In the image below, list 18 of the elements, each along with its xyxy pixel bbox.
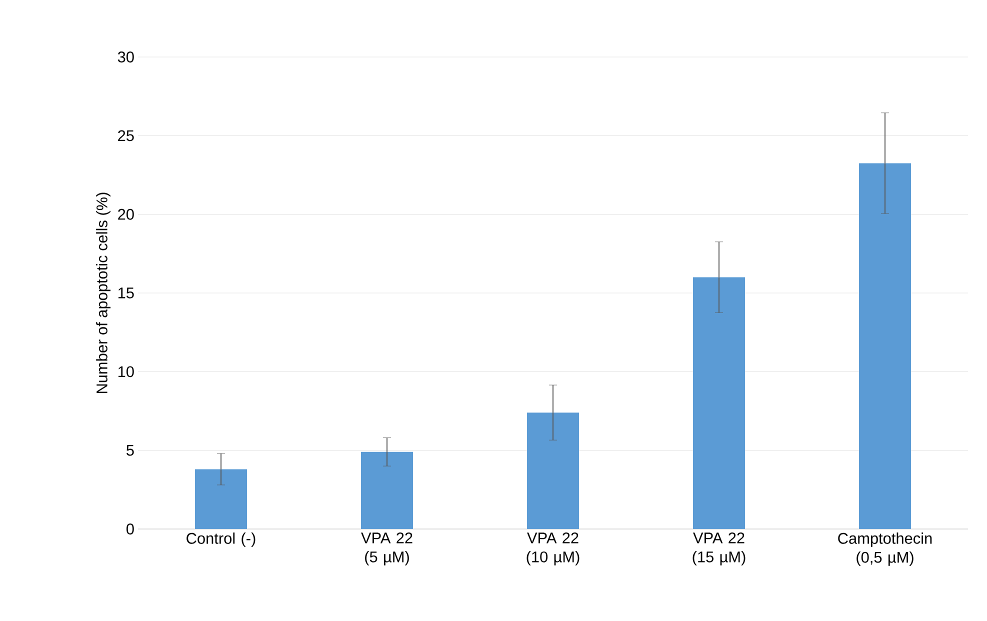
x-tick-label: VPA 22 (15 µM) [692,532,746,566]
y-tick-label: 0 [126,524,134,534]
y-tick-label: 25 [118,130,134,142]
y-tick-label: 30 [118,52,134,62]
y-axis-title: Number of apoptotic cells (%) [96,192,110,394]
x-tick-label: VPA 22 (5 µM) [361,532,412,566]
x-tick-label: Camptothecin (0,5 µM) [838,532,932,566]
bar [195,469,247,529]
bar [527,412,580,529]
bar [693,277,746,529]
bar [859,163,912,529]
x-tick-label: VPA 22 (10 µM) [526,532,580,566]
y-tick-label: 20 [118,208,134,220]
bar [361,452,414,529]
y-tick-label: 5 [126,444,134,456]
y-tick-label: 10 [118,366,134,378]
y-tick-label: 15 [118,288,134,298]
x-tick-label: Control (-) [186,532,256,547]
